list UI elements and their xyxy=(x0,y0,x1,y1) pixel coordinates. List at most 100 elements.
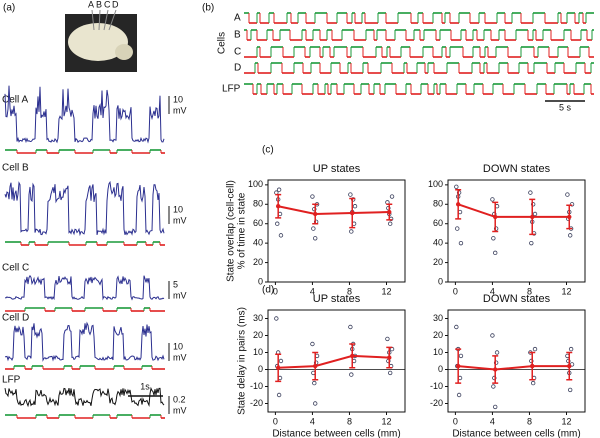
data-point xyxy=(530,380,536,386)
cerebellum xyxy=(115,44,133,60)
data-point xyxy=(528,190,533,195)
x-axis-label: Distance between cells (mm) xyxy=(452,429,580,438)
x-tick-label: 4 xyxy=(490,416,495,426)
y-tick-label: 0 xyxy=(438,276,443,286)
y-tick-label: -20 xyxy=(250,398,263,408)
y-tick-label: 40 xyxy=(253,238,263,248)
row-label: A xyxy=(234,13,241,24)
brain xyxy=(68,23,128,61)
data-point xyxy=(349,229,354,234)
row-label: C xyxy=(234,47,241,58)
data-point xyxy=(494,350,500,355)
mean-point xyxy=(313,363,318,369)
rows-title: Cells xyxy=(217,32,228,54)
x-tick-label: 0 xyxy=(273,416,278,426)
y-tick-label: 0 xyxy=(438,364,443,374)
data-point xyxy=(493,360,499,365)
data-point xyxy=(278,233,284,238)
row-label: B xyxy=(234,30,241,41)
electrode-label: D xyxy=(112,0,119,9)
mean-point xyxy=(455,202,461,207)
y-tick-label: -10 xyxy=(430,381,443,391)
data-point xyxy=(565,192,570,197)
data-point xyxy=(278,358,284,364)
data-point xyxy=(491,236,496,241)
x-tick-label: 4 xyxy=(490,286,495,296)
data-point xyxy=(389,194,395,199)
plot-frame xyxy=(447,179,586,283)
y-tick-label: 60 xyxy=(433,218,443,228)
plot-frame xyxy=(267,179,406,283)
data-point xyxy=(491,384,496,389)
y-axis-label: State delay in pairs (ms) xyxy=(237,307,248,415)
x-tick-label: 0 xyxy=(273,286,278,296)
electrode xyxy=(91,9,95,31)
trace-label: Cell D xyxy=(2,313,29,324)
x-tick-label: 12 xyxy=(381,416,391,426)
trace-label: Cell B xyxy=(2,163,29,174)
y-tick-label: 60 xyxy=(253,218,263,228)
data-point xyxy=(385,336,390,342)
trace xyxy=(4,180,165,237)
mean-point xyxy=(567,363,572,369)
data-point xyxy=(387,370,393,376)
data-point xyxy=(490,197,495,202)
row-label: LFP xyxy=(222,84,241,95)
data-point xyxy=(454,184,459,189)
data-point xyxy=(313,236,318,241)
trace xyxy=(4,85,165,144)
data-point xyxy=(532,346,538,352)
mean-point xyxy=(313,211,318,217)
electrode xyxy=(98,9,101,31)
y-tick-label: 0 xyxy=(258,364,263,374)
electrode xyxy=(108,9,117,31)
data-point xyxy=(310,194,315,199)
y-tick-label: 80 xyxy=(433,199,443,209)
data-point xyxy=(455,226,460,231)
data-point xyxy=(493,404,498,410)
row-label: D xyxy=(234,63,241,74)
mean-point xyxy=(530,363,535,369)
data-point xyxy=(386,205,391,211)
trace-label: Cell A xyxy=(2,95,28,106)
data-point xyxy=(493,250,498,256)
data-point xyxy=(276,392,282,398)
plot-frame xyxy=(267,309,406,413)
data-point xyxy=(313,401,318,406)
time-scale-label: 5 s xyxy=(559,102,572,112)
x-tick-label: 8 xyxy=(347,416,352,426)
data-point xyxy=(311,226,316,231)
data-point xyxy=(350,197,356,202)
panel-label: (a) xyxy=(3,3,15,14)
scale-label: mV xyxy=(173,352,187,362)
scale-label: mV xyxy=(173,405,187,415)
data-point xyxy=(532,211,538,217)
mean-point xyxy=(275,204,281,209)
y-tick-label: 20 xyxy=(433,330,443,340)
data-point xyxy=(310,341,315,347)
y-tick-label: 40 xyxy=(433,238,443,248)
mean-point xyxy=(350,353,355,359)
mean-point xyxy=(387,209,392,215)
trace xyxy=(4,321,165,362)
mean-line xyxy=(457,203,570,218)
y-tick-label: 80 xyxy=(253,199,263,209)
data-point xyxy=(312,380,317,386)
data-point xyxy=(492,375,497,381)
data-point xyxy=(566,358,571,364)
scale-label: mV xyxy=(173,105,187,115)
y-tick-label: 30 xyxy=(433,313,443,323)
y-tick-label: 100 xyxy=(428,179,443,189)
chart-title: UP states xyxy=(313,293,361,305)
data-point xyxy=(493,226,499,231)
data-point xyxy=(456,190,462,195)
mean-point xyxy=(567,214,572,220)
scale-label: 0.2 xyxy=(173,394,186,404)
x-tick-label: 0 xyxy=(453,286,458,296)
mean-line xyxy=(458,365,570,371)
x-tick-label: 12 xyxy=(561,286,571,296)
chart-title: DOWN states xyxy=(483,293,551,305)
y-tick-label: 20 xyxy=(253,330,263,340)
scale-label: mV xyxy=(173,290,187,300)
